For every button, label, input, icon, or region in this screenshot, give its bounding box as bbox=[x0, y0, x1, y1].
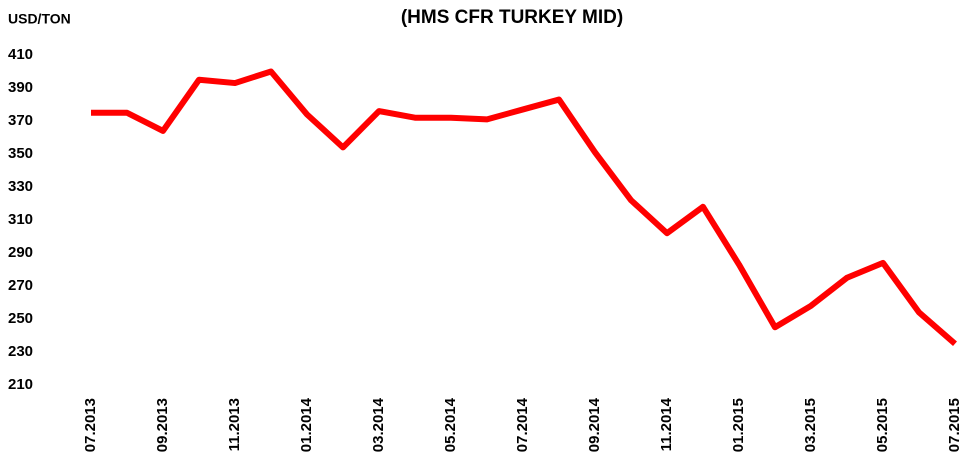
y-tick-label: 410 bbox=[8, 46, 33, 63]
y-tick-label: 350 bbox=[8, 145, 33, 162]
x-tick-label: 01.2015 bbox=[730, 398, 747, 452]
x-tick-label: 09.2014 bbox=[586, 397, 603, 452]
y-tick-label: 290 bbox=[8, 244, 33, 261]
y-tick-label: 330 bbox=[8, 178, 33, 195]
y-tick-label: 270 bbox=[8, 277, 33, 294]
x-tick-label: 03.2014 bbox=[370, 397, 387, 452]
x-tick-label: 11.2014 bbox=[658, 397, 675, 451]
y-tick-label: 310 bbox=[8, 211, 33, 228]
y-tick-label: 210 bbox=[8, 376, 33, 393]
y-tick-label: 250 bbox=[8, 310, 33, 327]
x-tick-label: 07.2013 bbox=[82, 398, 99, 452]
y-tick-label: 230 bbox=[8, 343, 33, 360]
x-tick-label: 05.2015 bbox=[874, 398, 891, 452]
x-tick-label: 11.2013 bbox=[226, 398, 243, 451]
line bbox=[91, 68, 957, 347]
x-tick-label: 09.2013 bbox=[154, 398, 171, 452]
x-tick-label: 07.2014 bbox=[514, 397, 531, 452]
y-axis-label: USD/TON bbox=[8, 11, 71, 27]
x-tick-label: 01.2014 bbox=[298, 397, 315, 452]
x-tick-label: 05.2014 bbox=[442, 397, 459, 452]
chart-title: (HMS CFR TURKEY MID) bbox=[401, 7, 623, 28]
y-tick-label: 370 bbox=[8, 112, 33, 129]
x-tick-label: 03.2015 bbox=[802, 398, 819, 452]
y-tick-label: 390 bbox=[8, 79, 33, 96]
x-tick-label: 07.2015 bbox=[946, 398, 963, 452]
